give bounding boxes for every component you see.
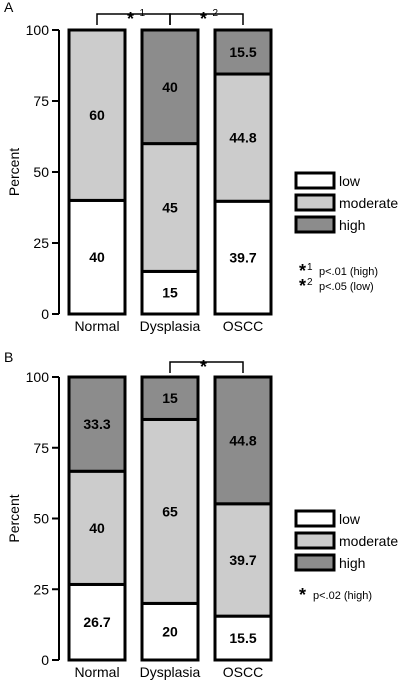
legend-label: low [339,511,361,527]
y-tick-label: 100 [26,369,50,385]
y-axis-label: Percent [6,148,22,196]
category-label: OSCC [223,318,263,334]
bar-segment-moderate [67,28,127,202]
significance-bracket [169,361,244,373]
y-tick-label: 25 [33,235,49,251]
legend-label: high [339,217,365,233]
bar-segment-high [140,375,200,421]
panel-label: B [4,349,13,365]
bar-segment-low [140,601,200,662]
bar-value-label: 40 [89,249,105,265]
category-label: Dysplasia [140,664,201,680]
y-tick-label: 50 [33,511,49,527]
significance-bracket [169,13,244,25]
footnote-superscript: 1 [307,262,313,273]
category-label: Normal [74,664,119,680]
bar-value-label: 39.7 [229,552,256,568]
legend-label: low [339,173,361,189]
bar-value-label: 40 [162,79,178,95]
bar-segment-moderate [67,469,127,586]
bar-value-label: 44.8 [229,432,256,448]
bar-value-label: 45 [162,200,178,216]
y-tick-label: 25 [33,581,49,597]
bar-value-label: 15.5 [229,44,256,60]
bar-segment-low [67,582,127,662]
footnote-superscript: 2 [307,277,313,288]
bar-segment-high [213,375,273,506]
bar-value-label: 26.7 [83,614,110,630]
y-tick-label: 0 [41,306,49,322]
bar-value-label: 44.8 [229,130,256,146]
footnote-star: * [299,261,306,281]
bar-value-label: 65 [162,503,178,519]
bar-value-label: 20 [162,624,178,640]
footnote-text: p<.02 (high) [313,590,372,602]
bar-value-label: 60 [89,107,105,123]
category-label: Normal [74,318,119,334]
bar-segment-moderate [213,502,273,618]
legend-swatch-low [294,509,336,528]
y-axis-label: Percent [6,494,22,542]
category-label: Dysplasia [140,318,201,334]
legend-swatch-high [294,553,336,572]
significance-star: * [200,9,207,29]
footnote-text: p<.01 (high) [319,266,378,278]
legend-swatch-moderate [294,193,336,212]
bar-segment-high [140,28,200,146]
y-tick-label: 100 [26,22,50,38]
y-tick-label: 0 [41,652,49,668]
footnote-text: p<.05 (low) [319,281,374,293]
significance-star: * [200,357,207,377]
legend-swatch-moderate [294,531,336,550]
legend-swatch-high [294,215,336,234]
significance-superscript: 1 [140,8,146,19]
bar-value-label: 15.5 [229,630,256,646]
y-tick-label: 50 [33,164,49,180]
footnote-star: * [299,276,306,296]
y-tick-label: 75 [33,93,49,109]
legend-label: moderate [339,533,398,549]
significance-superscript: 2 [213,8,219,19]
legend-swatch-low [294,171,336,190]
bar-segment-high [67,375,127,473]
bar-value-label: 15 [162,285,178,301]
bar-value-label: 40 [89,520,105,536]
bar-value-label: 33.3 [83,416,110,432]
bar-segment-low [213,614,273,662]
bar-segment-high [213,28,273,76]
legend-label: high [339,555,365,571]
category-label: OSCC [223,664,263,680]
y-tick-label: 75 [33,440,49,456]
bar-segment-low [213,199,273,316]
bar-segment-low [140,269,200,316]
significance-star: * [127,9,134,29]
bar-value-label: 15 [162,390,178,406]
bar-value-label: 39.7 [229,250,256,266]
bar-segment-moderate [213,72,273,203]
legend-label: moderate [339,195,398,211]
footnote-star: * [299,585,306,605]
panel-label: A [4,0,14,15]
